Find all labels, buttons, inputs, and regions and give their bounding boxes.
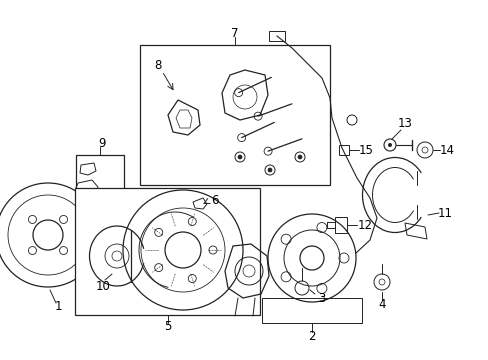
Text: 8: 8: [154, 59, 162, 72]
Bar: [268, 31, 285, 41]
Text: 15: 15: [358, 144, 373, 157]
Text: 14: 14: [439, 144, 453, 157]
Bar: [140, 45, 329, 185]
Bar: [76, 155, 124, 228]
Bar: [75, 188, 260, 315]
Text: 3: 3: [318, 292, 325, 305]
Text: 6: 6: [211, 194, 218, 207]
Bar: [338, 145, 348, 155]
Circle shape: [387, 143, 391, 147]
Text: 9: 9: [98, 136, 105, 149]
Text: 10: 10: [95, 279, 110, 292]
Bar: [262, 298, 361, 323]
Text: 5: 5: [163, 320, 171, 333]
Circle shape: [297, 155, 302, 159]
Text: 13: 13: [397, 117, 411, 130]
Text: 4: 4: [378, 297, 385, 310]
Text: 1: 1: [54, 301, 61, 314]
Text: 12: 12: [357, 219, 372, 231]
Text: 7: 7: [231, 27, 238, 40]
Circle shape: [267, 168, 271, 172]
Circle shape: [238, 155, 242, 159]
Text: 11: 11: [437, 207, 451, 220]
Text: 2: 2: [307, 329, 315, 342]
